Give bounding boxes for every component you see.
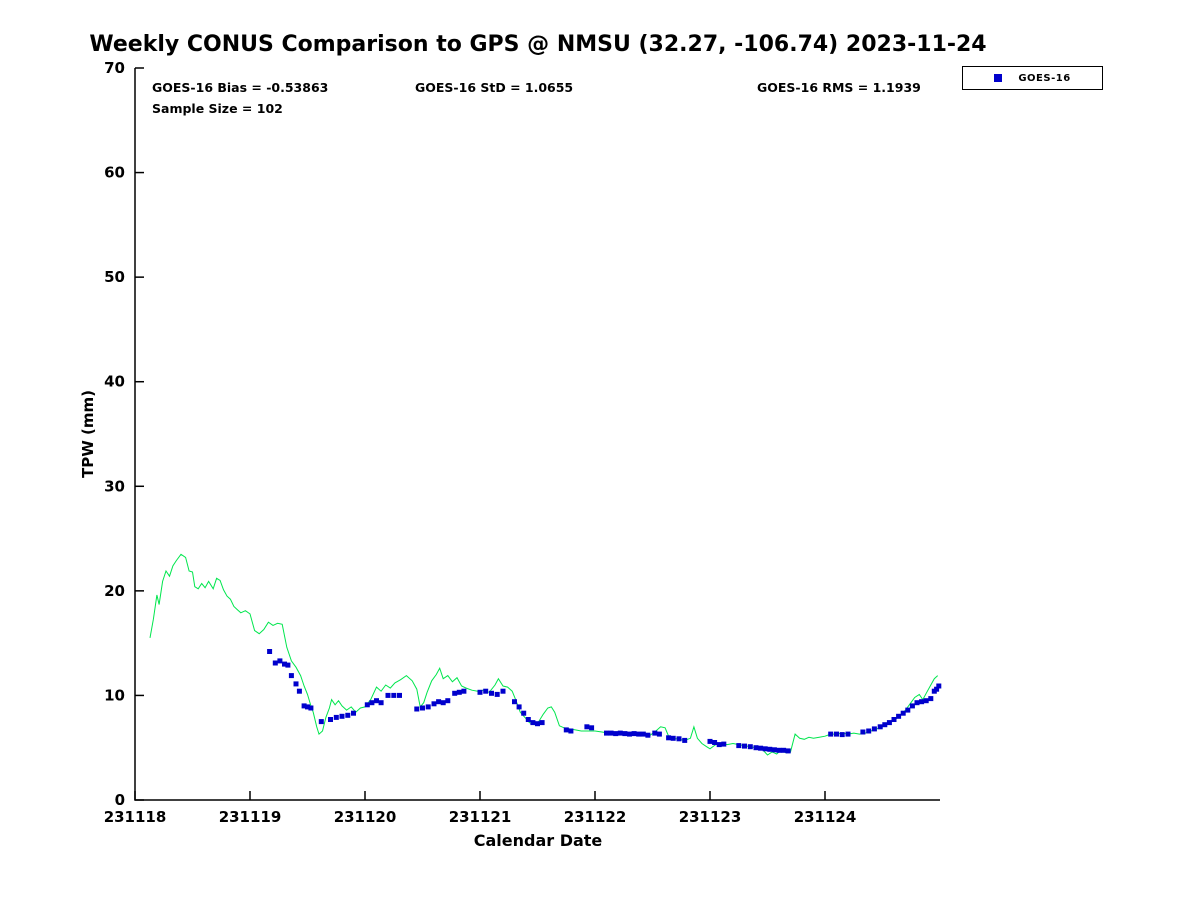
stat-std: GOES-16 StD = 1.0655 <box>415 80 574 95</box>
svg-text:60: 60 <box>104 164 125 182</box>
stat-rms: GOES-16 RMS = 1.1939 <box>757 80 921 95</box>
svg-text:231118: 231118 <box>104 808 167 826</box>
stat-sample-size: Sample Size = 102 <box>152 101 283 116</box>
legend: GOES-16 <box>962 66 1103 90</box>
svg-text:40: 40 <box>104 373 125 391</box>
goes16-square-marker-icon <box>994 74 1003 82</box>
svg-text:231119: 231119 <box>219 808 282 826</box>
chart-title: Weekly CONUS Comparison to GPS @ NMSU (3… <box>89 32 987 57</box>
svg-text:10: 10 <box>104 686 125 704</box>
svg-text:30: 30 <box>104 477 125 495</box>
svg-text:70: 70 <box>104 59 125 77</box>
svg-text:231123: 231123 <box>679 808 742 826</box>
svg-text:231122: 231122 <box>564 808 627 826</box>
stat-bias: GOES-16 Bias = -0.53863 <box>152 80 329 95</box>
y-axis-label: TPW (mm) <box>79 390 97 478</box>
svg-text:0: 0 <box>115 791 125 809</box>
svg-text:231124: 231124 <box>794 808 857 826</box>
x-axis-label: Calendar Date <box>473 831 603 850</box>
legend-label-goes16: GOES-16 <box>1018 72 1071 84</box>
svg-text:231120: 231120 <box>334 808 397 826</box>
svg-text:50: 50 <box>104 268 125 286</box>
svg-text:231121: 231121 <box>449 808 512 826</box>
svg-text:20: 20 <box>104 582 125 600</box>
